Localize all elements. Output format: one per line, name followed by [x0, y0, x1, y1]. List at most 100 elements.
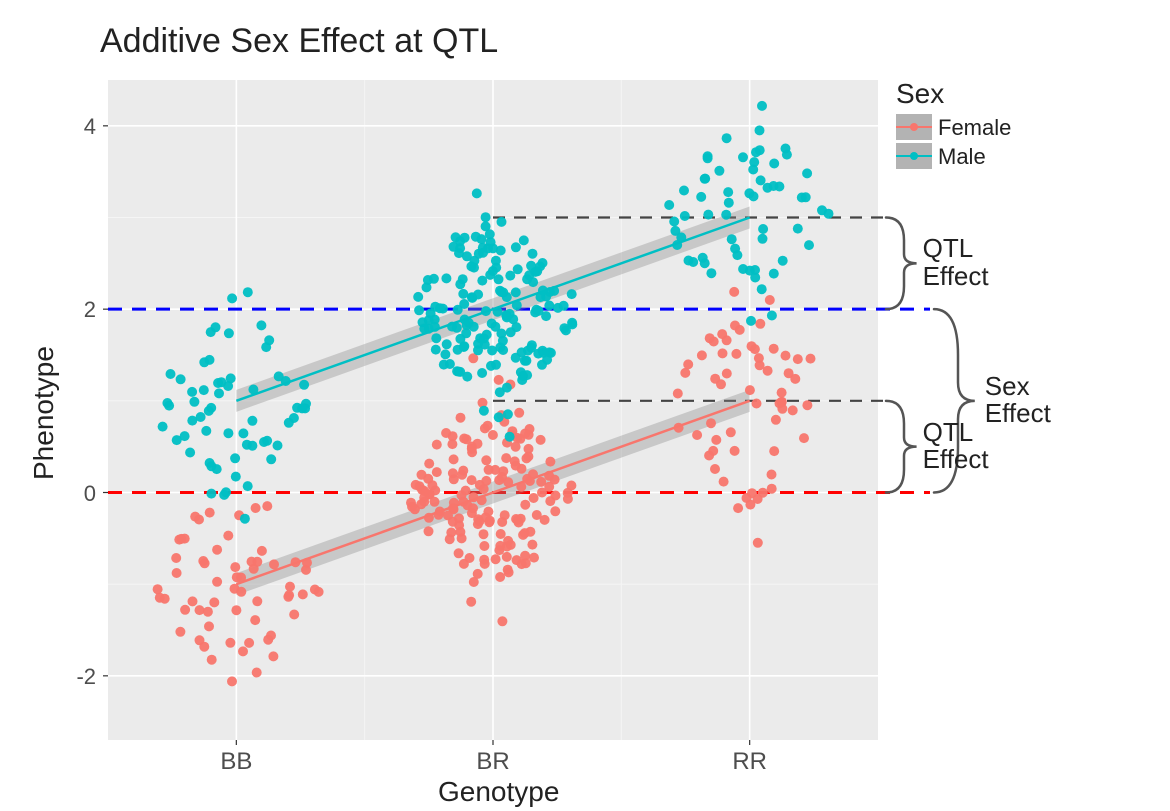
data-point	[524, 444, 534, 454]
data-point	[223, 531, 233, 541]
data-point	[806, 354, 816, 364]
data-point	[544, 301, 554, 311]
data-point	[247, 557, 257, 567]
data-point	[497, 517, 507, 527]
data-point	[264, 335, 274, 345]
data-point	[511, 287, 521, 297]
data-point	[211, 322, 221, 332]
data-point	[481, 212, 491, 222]
data-point	[458, 274, 468, 284]
data-point	[754, 353, 764, 363]
data-point	[166, 369, 176, 379]
data-point	[291, 557, 301, 567]
data-point	[283, 592, 293, 602]
data-point	[680, 211, 690, 221]
brace	[886, 218, 917, 310]
data-point	[719, 477, 729, 487]
data-point	[302, 558, 312, 568]
data-point	[711, 435, 721, 445]
data-point	[700, 258, 710, 268]
data-point	[250, 615, 260, 625]
data-point	[456, 413, 466, 423]
data-point	[419, 324, 429, 334]
data-point	[176, 374, 186, 384]
data-point	[230, 453, 240, 463]
data-point	[477, 368, 487, 378]
data-point	[449, 454, 459, 464]
data-point	[714, 166, 724, 176]
data-point	[160, 594, 170, 604]
data-point	[497, 217, 507, 227]
data-point	[664, 200, 674, 210]
data-point	[284, 418, 294, 428]
x-tick-label: BR	[463, 748, 523, 776]
data-point	[733, 503, 743, 513]
data-point	[238, 428, 248, 438]
data-point	[207, 655, 217, 665]
data-point	[672, 240, 682, 250]
data-point	[424, 459, 434, 469]
data-point	[209, 597, 219, 607]
data-point	[481, 476, 491, 486]
data-point	[503, 409, 513, 419]
data-point	[180, 605, 190, 615]
data-point	[755, 319, 765, 329]
data-point	[477, 495, 487, 505]
data-point	[753, 538, 763, 548]
data-point	[488, 430, 498, 440]
data-point	[158, 422, 168, 432]
data-point	[493, 307, 503, 317]
data-point	[441, 428, 451, 438]
data-point	[227, 293, 237, 303]
data-point	[801, 192, 811, 202]
data-point	[722, 133, 732, 143]
data-point	[187, 387, 197, 397]
data-point	[752, 399, 762, 409]
data-point	[175, 627, 185, 637]
data-point	[566, 481, 576, 491]
data-point	[224, 328, 234, 338]
data-point	[769, 446, 779, 456]
x-tick-label: BB	[206, 748, 266, 776]
data-point	[491, 256, 501, 266]
data-point	[479, 406, 489, 416]
data-point	[559, 301, 569, 311]
data-point	[777, 388, 787, 398]
data-point	[529, 553, 539, 563]
data-point	[263, 635, 273, 645]
data-point	[244, 638, 254, 648]
data-point	[199, 385, 209, 395]
data-point	[453, 345, 463, 355]
data-point	[481, 306, 491, 316]
data-point	[517, 559, 527, 569]
data-point	[225, 638, 235, 648]
y-tick-label: 0	[56, 481, 96, 507]
data-point	[243, 287, 253, 297]
data-point	[802, 168, 812, 178]
data-point	[758, 234, 768, 244]
annotation-text: Sex	[985, 371, 1030, 401]
data-point	[563, 494, 573, 504]
data-point	[226, 373, 236, 383]
data-point	[746, 316, 756, 326]
data-point	[451, 232, 461, 242]
data-point	[514, 518, 524, 528]
data-point	[452, 323, 462, 333]
annotation-text: QTL	[923, 417, 974, 447]
data-point	[459, 299, 469, 309]
data-point	[187, 416, 197, 426]
data-point	[269, 559, 279, 569]
data-point	[799, 433, 809, 443]
data-point	[511, 242, 521, 252]
data-point	[527, 540, 537, 550]
data-point	[506, 327, 516, 337]
data-point	[164, 401, 174, 411]
data-point	[189, 397, 199, 407]
data-point	[205, 508, 215, 518]
data-point	[738, 152, 748, 162]
data-point	[479, 529, 489, 539]
data-point	[413, 292, 423, 302]
data-point	[680, 368, 690, 378]
data-point	[717, 329, 727, 339]
data-point	[528, 469, 538, 479]
